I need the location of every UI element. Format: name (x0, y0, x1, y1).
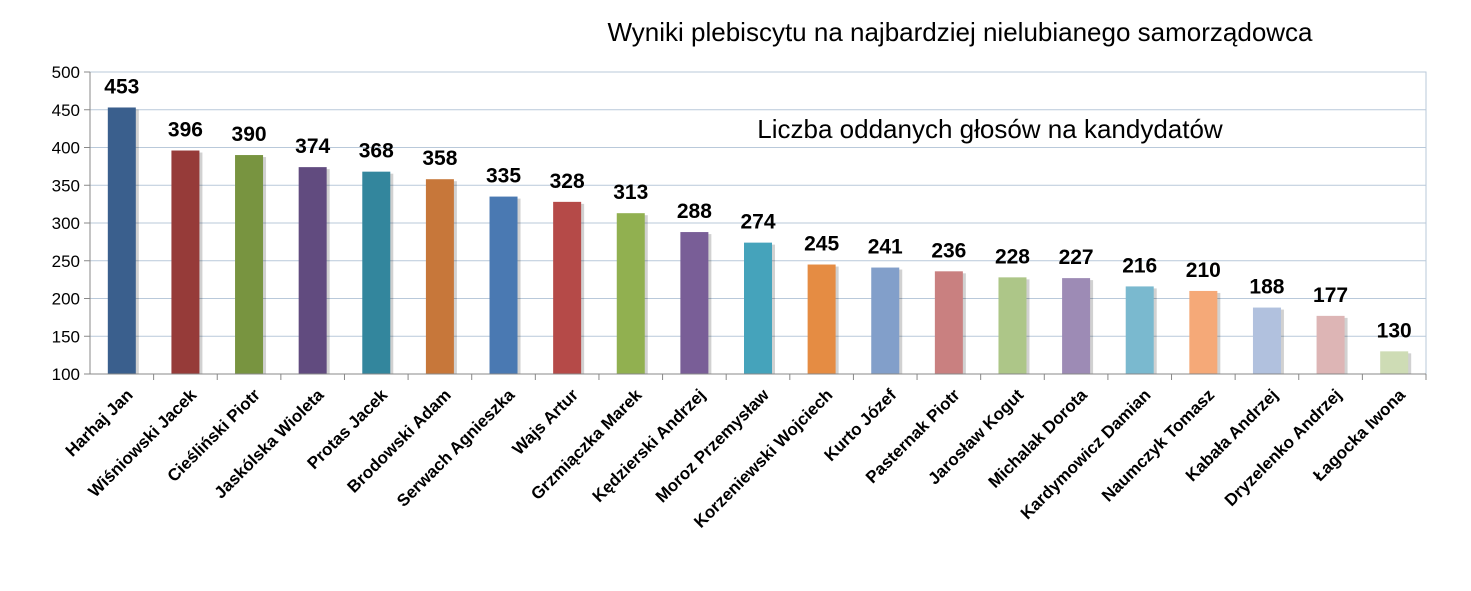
y-tick-label: 500 (52, 63, 80, 82)
bar (807, 264, 836, 374)
bar (1316, 315, 1345, 374)
bar (553, 201, 582, 374)
bar (362, 171, 391, 374)
bar (1189, 290, 1218, 374)
x-tick-label: Grzmiączka Marek (527, 385, 646, 504)
x-tick-label: Dryzelenko Andrzej (1221, 385, 1346, 510)
data-label: 313 (613, 181, 648, 204)
x-tick-label: Naumczyk Tomasz (1098, 385, 1218, 505)
bar (871, 267, 900, 374)
data-label: 130 (1377, 319, 1412, 342)
y-tick-label: 100 (52, 365, 80, 384)
y-tick-label: 200 (52, 290, 80, 309)
y-tick-label: 400 (52, 139, 80, 158)
bar (680, 232, 709, 374)
x-tick-label: Wiśniowski Jacek (85, 385, 201, 501)
y-tick-label: 150 (52, 327, 80, 346)
y-tick-label: 250 (52, 252, 80, 271)
data-label: 210 (1186, 259, 1221, 282)
data-label: 241 (868, 236, 903, 259)
bar (998, 277, 1027, 374)
data-label: 188 (1249, 276, 1284, 299)
data-label: 453 (104, 75, 139, 98)
bar (425, 179, 454, 374)
data-label: 274 (740, 211, 775, 234)
data-label: 228 (995, 245, 1030, 268)
data-label: 390 (232, 123, 267, 146)
data-label: 288 (677, 200, 712, 223)
data-label: 374 (295, 135, 330, 158)
bar (1380, 351, 1409, 374)
data-label: 236 (931, 239, 966, 262)
chart-subtitle: Liczba oddanych głosów na kandydatów (757, 114, 1223, 144)
y-axis: 100 150 200 250 300 350 400 450 500 (52, 63, 91, 384)
bar (1252, 307, 1281, 374)
bar (298, 167, 327, 374)
bar (616, 213, 645, 374)
bar (235, 155, 264, 374)
data-label: 396 (168, 119, 203, 142)
bars (107, 107, 1412, 375)
data-labels: 453 396 390 374 368 358 335 328 313 288 274 245 241 2… (104, 75, 1411, 342)
bar (1062, 278, 1091, 374)
data-label: 328 (550, 170, 585, 193)
x-tick-label: Moroz Przemysław (652, 385, 774, 507)
data-label: 227 (1059, 246, 1094, 269)
data-label: 216 (1122, 254, 1157, 277)
y-tick-label: 350 (52, 176, 80, 195)
y-tick-label: 300 (52, 214, 80, 233)
bar (489, 196, 518, 374)
bar (934, 271, 963, 374)
x-tick-label: Kardymowicz Damian (1017, 385, 1155, 523)
data-label: 245 (804, 233, 839, 256)
x-tick-label: Jaskólska Wioleta (211, 385, 328, 502)
data-label: 335 (486, 165, 521, 188)
data-label: 368 (359, 140, 394, 163)
bar (171, 150, 200, 374)
data-label: 358 (422, 147, 457, 170)
bar (1125, 286, 1154, 374)
x-tick-label: Serwach Agnieszka (393, 385, 519, 511)
bar (744, 242, 772, 374)
y-tick-label: 450 (52, 101, 80, 120)
data-label: 177 (1313, 284, 1348, 307)
bar (107, 107, 136, 375)
chart-title: Wyniki plebiscytu na najbardziej nielubi… (607, 17, 1313, 47)
x-tick-label: Kędzierski Andrzej (589, 385, 710, 506)
